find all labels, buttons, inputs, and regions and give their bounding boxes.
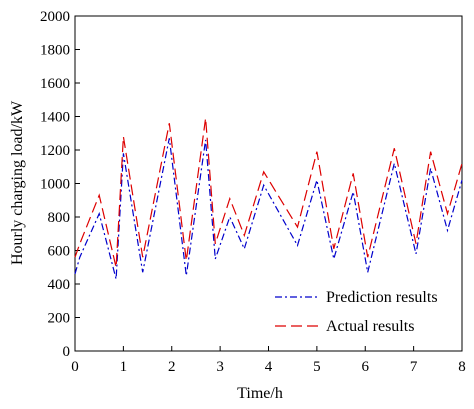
y-tick-label: 800 [48,210,71,226]
legend: Prediction results Actual results [275,289,438,335]
y-tick-label: 1600 [40,76,70,92]
x-tick-label: 8 [458,359,466,375]
y-tick-label: 1000 [40,177,70,193]
y-tick-label: 1200 [40,143,70,159]
x-tick-label: 6 [362,359,370,375]
x-axis-ticks: 0 1 2 3 4 5 6 7 8 [71,346,466,375]
y-tick-label: 400 [48,277,71,293]
series-line-actual-results [74,118,463,268]
y-tick-label: 1800 [40,43,70,59]
legend-label: Prediction results [326,289,438,306]
y-tick-label: 600 [48,244,71,260]
y-tick-label: 1400 [40,110,70,126]
x-tick-label: 3 [216,359,224,375]
y-tick-label: 2000 [40,9,70,25]
y-axis-ticks: 0 200 400 600 800 1000 1200 1400 1600 1800 2000 [40,9,80,360]
y-axis-label: Hourly charging load/kW [9,100,26,265]
y-tick-label: 200 [48,311,71,327]
y-tick-label: 0 [63,344,71,360]
x-tick-label: 5 [313,359,321,375]
x-tick-label: 2 [168,359,176,375]
x-tick-label: 7 [410,359,418,375]
x-tick-label: 1 [120,359,128,375]
series-layer [74,118,463,280]
x-tick-label: 4 [265,359,273,375]
x-axis-label: Time/h [237,385,283,402]
x-tick-label: 0 [71,359,79,375]
series-line-prediction-results [74,138,463,280]
legend-label: Actual results [326,318,414,335]
